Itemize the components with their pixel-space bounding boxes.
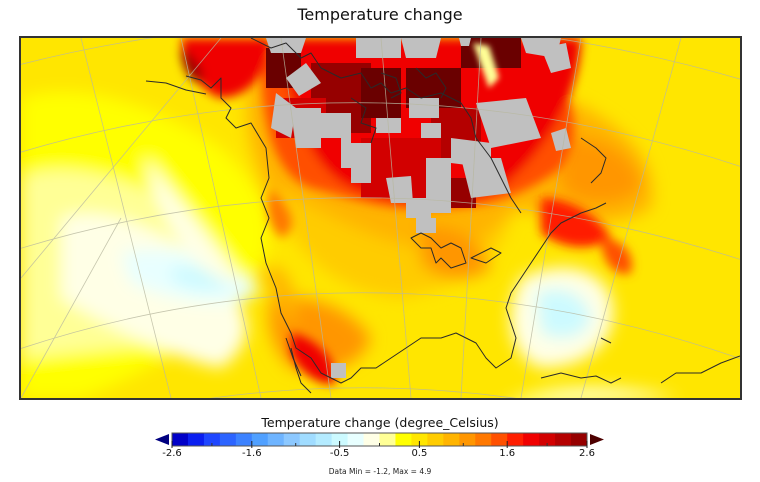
colorbar-over-arrow [590,434,604,445]
colorbar-bin [395,433,412,446]
colorbar-under-arrow [155,434,169,445]
colorbar-bin [379,433,396,446]
colorbar-bin [555,433,572,446]
colorbar-tick-label: -0.5 [329,448,350,459]
colorbar-bin [283,433,301,446]
colorbar-bin [571,433,588,446]
colorbar-bin [299,433,317,446]
colorbar-bin [347,433,365,446]
colorbar-title: Temperature change (degree_Celsius) [261,415,499,430]
colorbar-bin [267,433,285,446]
colorbar-bin [411,433,428,446]
colorbar-bin [251,433,269,446]
colorbar-bin [219,433,237,446]
colorbar-bin [443,433,460,446]
colorbar-bin [475,433,492,446]
colorbar-bin [427,433,444,446]
colorbar-bin [363,433,380,446]
map-panel [19,36,742,400]
colorbar-bin [187,433,205,446]
graticule [21,38,740,398]
colorbar-bin [235,433,253,446]
colorbar-tick-label: -2.6 [162,448,182,459]
coastlines [145,38,740,394]
field-layer-light [21,91,681,398]
colorbar [155,432,604,448]
colorbar-bin [203,433,221,446]
colorbar-bin [491,433,508,446]
colorbar-tick-label: 1.6 [499,448,516,459]
colorbar-bin [331,433,349,446]
colorbar-bin [459,433,476,446]
colorbar-tick-label: 2.6 [579,448,595,459]
colorbar-bin [315,433,333,446]
colorbar-tick-label: 0.5 [411,448,428,459]
data-range-text: Data Min = -1.2, Max = 4.9 [328,467,432,476]
colorbar-bin [523,433,540,446]
colorbar-bin [172,433,189,446]
field-streak [473,43,499,88]
chart-title: Temperature change [297,5,463,24]
temperature-map [21,38,740,398]
colorbar-tick-label: -1.6 [242,448,262,459]
colorbar-bin [539,433,556,446]
colorbar-bin [507,433,524,446]
